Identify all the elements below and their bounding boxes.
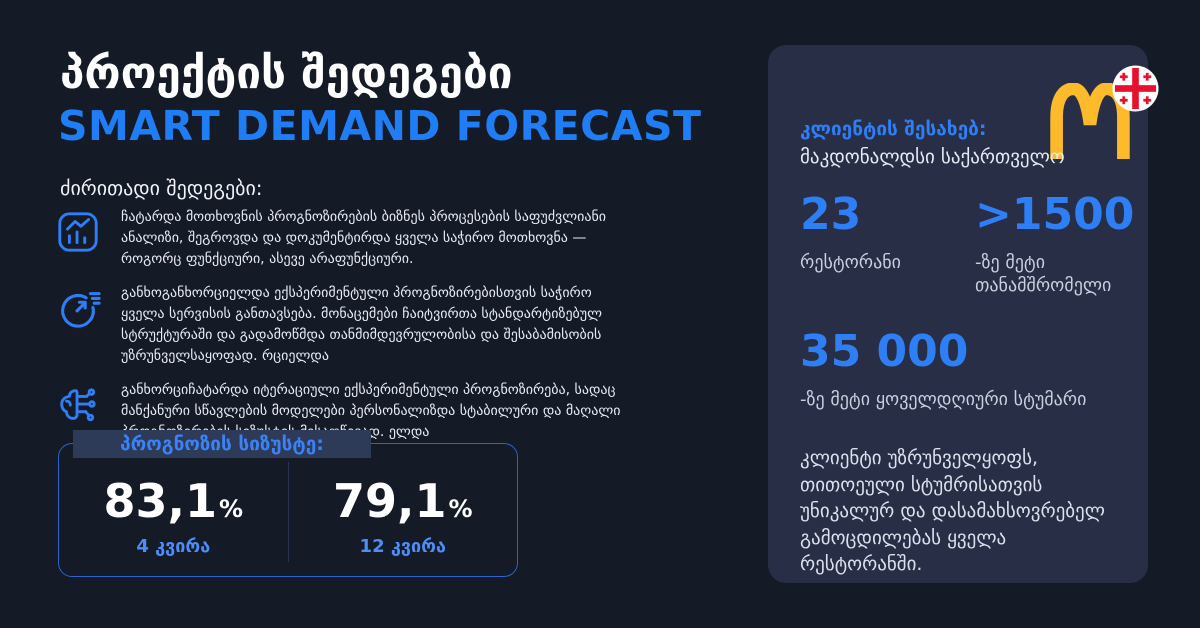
accuracy-grid: 83,1% 4 კვირა 79,1% 12 კვირა [59, 444, 517, 576]
accuracy-item: 79,1% 12 კვირა [289, 444, 518, 576]
forecast-accuracy-panel: პროგნოზის სიზუსტე: 83,1% 4 კვირა 79,1% 1… [58, 430, 518, 577]
list-item: განხოგანხორციელდა ექსპერიმენტული პროგნოზ… [55, 283, 655, 367]
accuracy-value: 79,1% [332, 473, 473, 528]
stat-employees: >1500 -ზე მეტი თანამშრომელი [975, 193, 1135, 298]
page-title: პროექტის შედეგები [60, 48, 513, 99]
list-item: ჩატარდა მოთხოვნის პროგნოზირების ბიზნეს პ… [55, 207, 655, 270]
stat-caption: -ზე მეტი თანამშრომელი [975, 252, 1112, 297]
client-name: მაკდონალდსი საქართველო [800, 146, 1065, 168]
stat-daily-guests: 35 000 -ზე მეტი ყოველდღიური სტუმარი [800, 330, 1130, 411]
stat-caption: -ზე მეტი ყოველდღიური სტუმარი [800, 389, 1087, 410]
result-text: განხოგანხორციელდა ექსპერიმენტული პროგნოზ… [121, 285, 603, 364]
page-subtitle: SMART DEMAND FORECAST [58, 102, 702, 150]
stat-value: 35 000 [800, 326, 969, 377]
accuracy-panel-title: პროგნოზის სიზუსტე: [73, 430, 371, 458]
gauge-icon [55, 285, 101, 331]
vertical-divider [287, 462, 289, 562]
results-list: ჩატარდა მოთხოვნის პროგნოზირების ბიზნეს პ… [55, 207, 655, 456]
client-section-label: კლიენტის შესახებ: [800, 118, 987, 140]
result-text: ჩატარდა მოთხოვნის პროგნოზირების ბიზნეს პ… [121, 209, 607, 267]
georgia-flag-icon [1112, 65, 1159, 112]
client-description: კლიენტი უზრუნველყოფს, თითოეული სტუმრისათ… [800, 447, 1105, 576]
brain-circuit-icon [55, 382, 101, 428]
stat-value: >1500 [975, 189, 1135, 240]
accuracy-item: 83,1% 4 კვირა [59, 444, 288, 576]
bar-chart-icon [55, 209, 101, 255]
stat-value: 23 [800, 189, 862, 240]
stat-caption: რესტორანი [800, 252, 901, 273]
results-section-label: ძირითადი შედეგები: [60, 176, 263, 200]
client-card: კლიენტის შესახებ: მაკდონალდსი საქართველო… [768, 45, 1159, 583]
stat-restaurants: 23 რესტორანი [800, 193, 901, 274]
percent-sign: % [218, 494, 244, 523]
accuracy-value: 83,1% [103, 473, 244, 528]
percent-sign: % [448, 494, 473, 523]
accuracy-period: 4 კვირა [136, 535, 211, 557]
accuracy-period: 12 კვირა [359, 535, 446, 557]
